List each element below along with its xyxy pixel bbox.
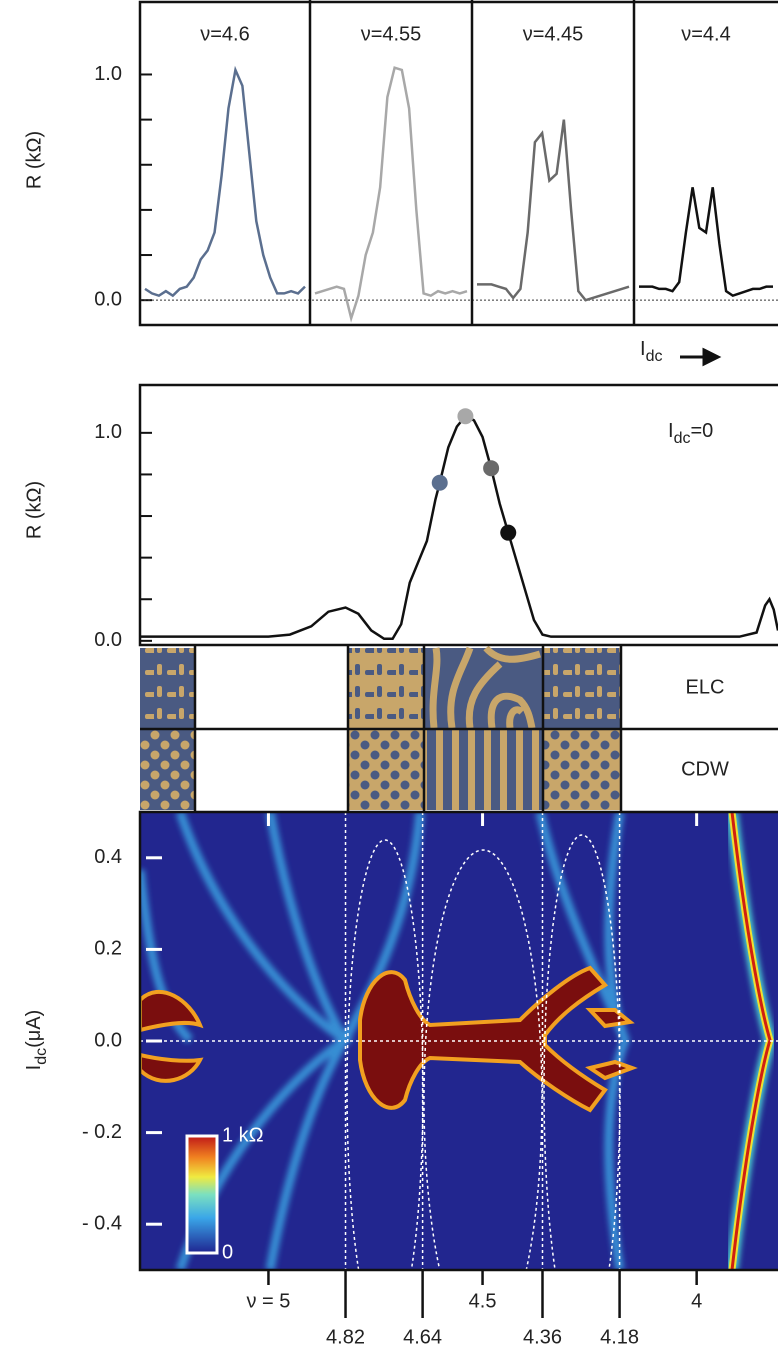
arrow [680,347,722,367]
cdw-pattern [543,730,621,810]
row-label: ELC [686,676,725,698]
elc-pattern [140,648,195,728]
x-tick-label: ν = 5 [246,1290,290,1312]
x-tick-label: 4.18 [600,1326,639,1348]
elc-stripe-pattern [424,645,543,729]
y-axis-label-sub: dc [33,1048,50,1065]
panel-title: ν=4.55 [361,23,422,45]
colorbar [185,1134,219,1255]
y-tick-label: - 0.2 [82,1121,122,1143]
elc-pattern [348,648,424,728]
y-axis-label: R (kΩ) [23,131,45,189]
cdw-pattern [348,730,424,810]
panel-title: ν=4.4 [681,23,730,45]
marker [500,524,517,541]
frame [138,0,778,327]
cdw-stripe-pattern [424,730,543,810]
frame [138,383,778,647]
schematic-grid [140,646,778,812]
y-tick-label: 1.0 [94,421,122,443]
y-tick-label: 0.0 [94,288,122,310]
x-axis-label-main: I [640,338,646,360]
marker [431,474,448,491]
y-tick-label: 0.0 [94,1029,122,1051]
series-line [144,65,306,298]
elc-pattern [543,648,621,728]
x-tick-label: 4.5 [469,1290,497,1312]
series-line [314,66,468,323]
marker [483,460,500,477]
y-tick-label: 0.0 [94,629,122,651]
panel-title: ν=4.6 [200,23,249,45]
x-axis-label: Idc [640,338,662,365]
x-tick-label: 4.64 [403,1326,442,1348]
y-axis-label: R (kΩ) [23,481,45,539]
annotation-suffix: =0 [690,420,713,442]
frame [138,810,778,1272]
y-tick-label: 0.2 [94,938,122,960]
x-axis-label-sub: dc [646,348,663,365]
x-tick-label: 4.82 [326,1326,365,1348]
annotation-sub: dc [674,430,691,447]
cdw-pattern [140,730,195,810]
x-tick-label: 4 [691,1290,702,1312]
panel-title: ν=4.45 [523,23,584,45]
y-tick-label: - 0.4 [82,1212,122,1234]
schematic-panel [140,645,778,812]
series-line [639,187,773,298]
data-line [140,414,778,641]
annotation: Idc=0 [668,420,713,447]
x-tick-label: 4.36 [523,1326,562,1348]
y-axis-label-main: I [23,1065,45,1071]
row-label: CDW [681,758,729,780]
y-axis-label: Idc(μA) [23,1010,50,1071]
series-line [477,119,630,302]
y-tick-label: 1.0 [94,63,122,85]
y-tick-label: 0.4 [94,846,122,868]
y-axis-label-unit: (μA) [23,1010,45,1048]
colorbar-label: 0 [222,1241,233,1263]
marker [457,408,474,425]
colorbar-label: 1 kΩ [222,1124,264,1146]
annotation-main: I [668,420,674,442]
